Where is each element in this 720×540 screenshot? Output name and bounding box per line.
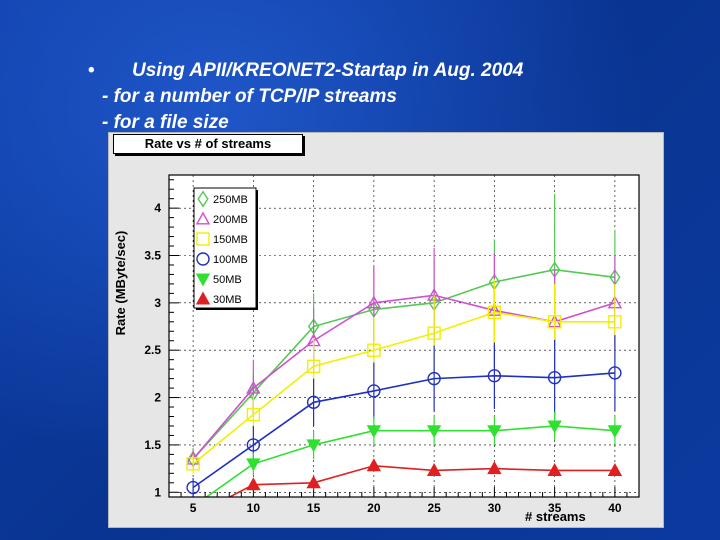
plot-series-group (185, 193, 623, 497)
data-point (246, 407, 261, 422)
x-tick-label: 25 (427, 501, 441, 515)
legend-label: 250MB (213, 194, 248, 206)
data-point (186, 457, 200, 471)
y-tick-label: 2.5 (144, 343, 161, 357)
slide-text: • Using APII/KREONET2-Startap in Aug. 200… (88, 58, 523, 136)
data-point (306, 395, 321, 409)
x-tick-label: 30 (488, 501, 502, 515)
legend-label: 100MB (213, 254, 248, 266)
bullet-icon: • (88, 60, 95, 81)
x-tick-label: 15 (307, 501, 321, 515)
x-tick-label: 35 (548, 501, 562, 515)
y-tick-label: 1 (154, 485, 161, 499)
y-tick-label: 3.5 (144, 249, 161, 263)
data-point (608, 315, 622, 329)
plot-frame (168, 174, 640, 498)
data-point (607, 425, 623, 439)
data-point (366, 295, 382, 309)
data-point (306, 475, 321, 489)
legend-label: 200MB (213, 214, 248, 226)
data-point (487, 305, 502, 320)
x-tick-label: 5 (190, 501, 197, 515)
bullet-text-1: Using APII/KREONET2-Startap in Aug. 2004 (132, 60, 524, 81)
series-line-250MB (192, 268, 615, 460)
legend-marker (195, 291, 211, 305)
data-point (246, 458, 261, 472)
data-point (426, 463, 442, 476)
y-tick-label: 3 (154, 296, 161, 310)
bullet-line-3: - for a file size (102, 112, 229, 133)
chart-title: Rate vs # of streams (113, 134, 303, 154)
data-point (547, 463, 562, 476)
data-point (487, 425, 502, 439)
legend-label: 150MB (213, 234, 248, 246)
series-line-150MB (192, 311, 615, 465)
legend-marker (195, 273, 211, 287)
x-tick-label: 10 (247, 501, 261, 515)
data-point (186, 480, 200, 495)
legend-marker (195, 211, 211, 225)
bullet-line-1: • Using APII/KREONET2-Startap in Aug. 200… (88, 58, 523, 84)
data-point (607, 463, 623, 476)
data-point (547, 420, 562, 434)
legend-marker (196, 252, 210, 266)
data-point (367, 384, 381, 398)
data-point (426, 425, 442, 439)
data-point (246, 380, 261, 394)
legend-box (193, 187, 257, 309)
y-tick-label: 2 (154, 391, 161, 405)
data-point (246, 438, 261, 452)
y-axis-label: Rate (MByte/sec) (113, 230, 128, 336)
data-point (246, 477, 261, 491)
data-point (547, 315, 562, 329)
data-point (547, 370, 562, 385)
data-point (427, 371, 441, 386)
legend-label: 30MB (213, 294, 242, 306)
chart-canvas: 1 1.5 2 2.5 3 3.5 4 5 10 15 20 25 30 35 40 250MB 200MB 15… (144, 174, 640, 515)
series-line-30MB (227, 464, 615, 497)
series-line-50MB (205, 425, 615, 497)
data-point (608, 366, 622, 380)
series-line-100MB (192, 372, 615, 489)
legend-label: 50MB (213, 274, 242, 286)
data-point (487, 461, 502, 475)
data-point (367, 343, 381, 357)
x-axis-label: # streams (525, 509, 586, 524)
legend-marker (197, 190, 209, 208)
data-point (366, 425, 382, 439)
data-point (366, 458, 382, 472)
y-tick-label: 1.5 (144, 438, 161, 452)
y-tick-label: 4 (154, 201, 161, 215)
data-point (306, 359, 321, 374)
x-tick-label: 20 (367, 501, 381, 515)
bullet-line-2: - for a number of TCP/IP streams (102, 86, 397, 107)
data-point (306, 439, 321, 453)
legend-marker (196, 232, 210, 246)
data-point (487, 369, 502, 383)
x-tick-label: 40 (608, 501, 622, 515)
chart-figure: 1 1.5 2 2.5 3 3.5 4 5 10 15 20 25 30 35 40 250MB 200MB 15… (108, 132, 664, 528)
data-point (427, 326, 441, 340)
